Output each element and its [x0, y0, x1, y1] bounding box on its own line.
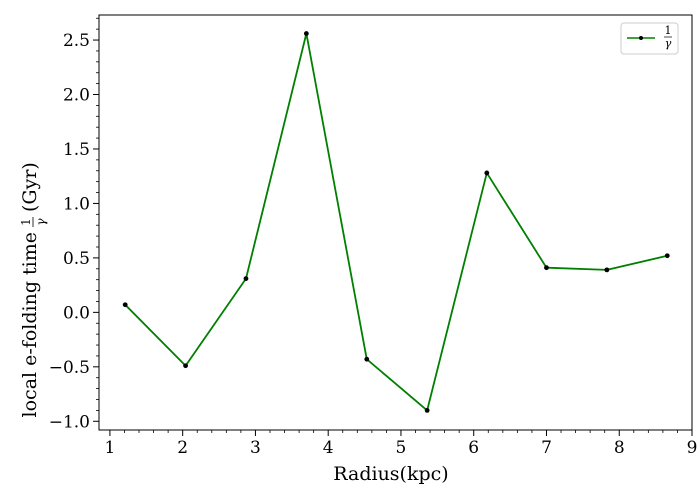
legend-label-numerator: 1 — [665, 24, 672, 37]
data-point — [364, 356, 370, 362]
major-ticks — [93, 39, 693, 436]
y-tick-label: 0.5 — [63, 249, 90, 269]
plot-background — [99, 15, 692, 430]
y-axis-label-unit: (Gyr) — [19, 162, 41, 212]
data-point — [243, 276, 249, 281]
x-tick-label: 8 — [614, 438, 625, 458]
legend-marker — [639, 36, 643, 40]
y-tick-label: 0.0 — [63, 303, 90, 323]
y-axis-label-fraction-denominator: γ — [34, 218, 48, 226]
y-tick-label: −0.5 — [49, 358, 90, 378]
x-tick-label: 7 — [541, 438, 552, 458]
data-point — [544, 265, 549, 271]
legend-label-denominator: γ — [665, 37, 672, 50]
x-tick-label: 9 — [687, 438, 698, 458]
series-line — [124, 32, 668, 412]
y-tick-label: −1.0 — [49, 412, 90, 432]
data-point — [604, 267, 610, 273]
legend: 1 γ — [620, 22, 679, 55]
x-tick-label: 1 — [105, 438, 116, 458]
x-tick-label: 5 — [396, 438, 407, 458]
data-point — [424, 407, 430, 413]
x-tick-label: 2 — [177, 438, 188, 458]
y-tick-label: 1.5 — [63, 140, 90, 160]
y-axis-label: local e-folding time 1 γ (Gyr) — [19, 162, 48, 417]
data-point — [122, 302, 128, 308]
series-lines — [124, 32, 668, 412]
series-points — [122, 31, 670, 413]
data-point — [484, 170, 490, 176]
x-tick-label: 6 — [468, 438, 479, 458]
y-axis-label-fraction-numerator: 1 — [19, 218, 33, 226]
x-axis-label: Radius(kpc) — [333, 463, 448, 485]
y-tick-label: 2.5 — [63, 31, 90, 51]
y-tick-label: 2.0 — [63, 86, 90, 106]
data-point — [183, 363, 188, 369]
data-point — [303, 31, 309, 36]
plot-frame — [98, 14, 693, 431]
x-tick-labels: 1 2 3 4 5 6 7 8 9 — [105, 438, 698, 458]
y-tick-label: 1.0 — [63, 194, 90, 214]
y-tick-labels: −1.0 −0.5 0.0 0.5 1.0 1.5 2.0 2.5 — [49, 31, 90, 432]
data-point — [664, 253, 670, 259]
y-axis-label-text: local e-folding time — [19, 232, 41, 417]
x-tick-label: 4 — [323, 438, 334, 458]
x-tick-label: 3 — [250, 438, 261, 458]
